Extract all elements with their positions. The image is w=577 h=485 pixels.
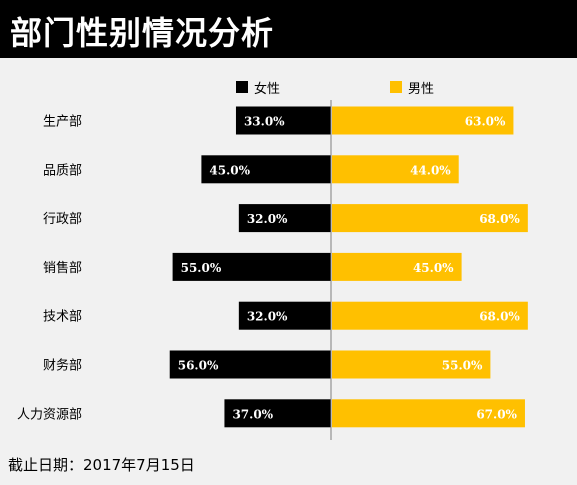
- chart-title: 部门性别情况分析: [10, 14, 275, 52]
- category-label: 行政部: [43, 212, 82, 227]
- category-label: 销售部: [43, 260, 82, 276]
- bar-female: [201, 155, 331, 184]
- data-label-female: 56.0%: [178, 359, 219, 373]
- bar-male: [332, 301, 528, 330]
- data-label-female: 55.0%: [181, 261, 222, 275]
- legend-swatch-female: [236, 81, 248, 93]
- data-label-male: 68.0%: [479, 212, 520, 226]
- data-label-male: 44.0%: [410, 163, 451, 177]
- bar-female: [172, 252, 331, 281]
- data-label-female: 32.0%: [247, 212, 288, 226]
- data-label-male: 63.0%: [465, 115, 506, 129]
- data-label-female: 32.0%: [247, 310, 288, 324]
- data-label-female: 33.0%: [244, 115, 285, 129]
- legend-label-male: 男性: [408, 81, 435, 97]
- bar-female: [238, 204, 331, 233]
- legend-swatch-male: [390, 81, 402, 93]
- category-label: 财务部: [43, 358, 82, 374]
- category-label: 技术部: [43, 310, 82, 325]
- bar-male: [332, 204, 528, 233]
- bar-male: [332, 350, 491, 379]
- category-label: 品质部: [43, 163, 82, 178]
- data-label-female: 45.0%: [209, 163, 250, 177]
- title-bar: 部门性别情况分析: [0, 0, 577, 58]
- legend-label-female: 女性: [254, 81, 281, 97]
- legend-female: 女性: [236, 78, 281, 97]
- bar-female: [169, 350, 331, 379]
- legend-male: 男性: [390, 78, 435, 97]
- bar-female: [224, 399, 331, 428]
- bar-male: [332, 155, 459, 184]
- bar-male: [332, 399, 525, 428]
- data-label-female: 37.0%: [232, 407, 273, 421]
- category-label: 人力资源部: [17, 407, 82, 422]
- data-label-male: 68.0%: [479, 310, 520, 324]
- data-label-male: 55.0%: [442, 359, 483, 373]
- bar-female: [235, 106, 331, 135]
- bar-female: [238, 301, 331, 330]
- footer-date: 截止日期：2017年7月15日: [8, 456, 195, 474]
- bar-male: [332, 252, 462, 281]
- category-label: 生产部: [43, 115, 82, 130]
- data-label-male: 45.0%: [413, 261, 454, 275]
- data-label-male: 67.0%: [476, 407, 517, 421]
- bar-male: [332, 106, 514, 135]
